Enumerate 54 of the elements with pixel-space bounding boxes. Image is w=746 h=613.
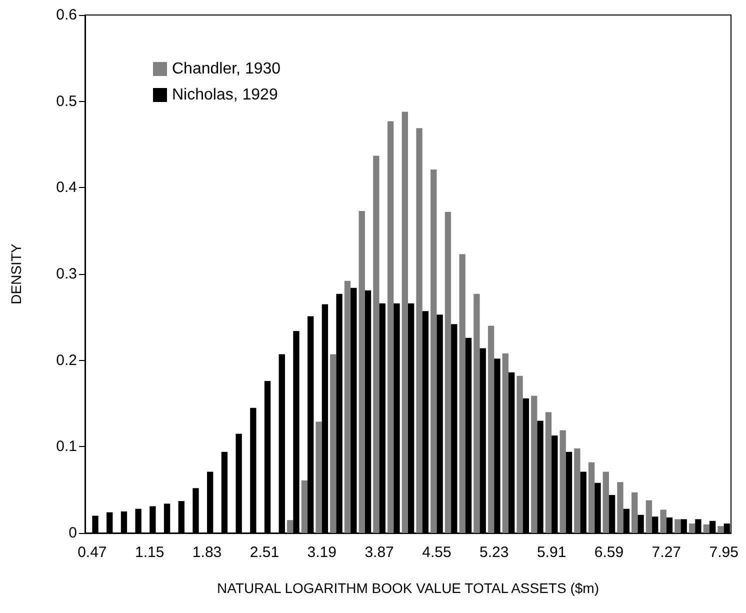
bar <box>402 112 408 533</box>
y-tick-label: 0.2 <box>56 352 77 369</box>
bar <box>286 520 294 533</box>
bar <box>416 128 422 533</box>
bar <box>632 492 638 533</box>
bar <box>674 519 681 533</box>
x-tick-label: 2.51 <box>250 544 280 561</box>
x-tick-label: 3.19 <box>307 544 336 561</box>
bar <box>660 510 666 533</box>
bar <box>502 353 508 533</box>
legend-label: Chandler, 1930 <box>172 60 281 78</box>
y-tick-label: 0.6 <box>56 6 77 24</box>
bar <box>602 472 609 533</box>
bar <box>344 280 351 533</box>
bar <box>718 526 724 533</box>
bar <box>316 422 322 533</box>
y-tick-label: 0.4 <box>56 179 77 196</box>
x-tick-label: 0.47 <box>78 544 107 561</box>
bar <box>430 170 437 533</box>
y-tick-label: 0.5 <box>56 92 77 110</box>
bar <box>588 462 595 533</box>
bar <box>330 354 336 533</box>
x-tick-label: 7.27 <box>652 544 681 561</box>
legend-label: Nicholas, 1929 <box>172 86 278 104</box>
x-axis-title: NATURAL LOGARITHM BOOK VALUE TOTAL ASSETS ($m) <box>217 580 599 596</box>
bar <box>560 430 566 533</box>
y-axis-title: DENSITY <box>8 243 24 304</box>
bar <box>474 294 480 533</box>
x-tick-label: 1.15 <box>135 544 164 561</box>
bar <box>703 524 710 533</box>
y-tick-label: 0.3 <box>56 266 77 282</box>
bar <box>488 326 494 533</box>
x-tick-label: 5.91 <box>536 544 566 561</box>
bar <box>301 480 308 533</box>
bar <box>646 500 652 533</box>
x-tick-label: 5.23 <box>480 544 509 561</box>
bar <box>387 121 394 533</box>
bar <box>574 448 580 533</box>
x-tick-label: 1.83 <box>192 544 222 561</box>
bar <box>617 482 624 533</box>
y-tick-label: 0 <box>68 524 77 542</box>
x-tick-label: 6.59 <box>594 544 624 561</box>
bar <box>531 396 538 533</box>
x-tick-label: 7.95 <box>709 544 738 561</box>
bar <box>688 524 696 533</box>
bar <box>516 376 523 533</box>
bar <box>444 212 452 533</box>
bar <box>459 254 466 533</box>
bar <box>545 412 552 533</box>
x-tick-label: 3.87 <box>364 544 394 561</box>
x-tick-label: 4.55 <box>422 544 452 561</box>
bar <box>373 156 380 533</box>
y-tick-label: 0.1 <box>56 438 77 456</box>
bar <box>358 210 365 533</box>
